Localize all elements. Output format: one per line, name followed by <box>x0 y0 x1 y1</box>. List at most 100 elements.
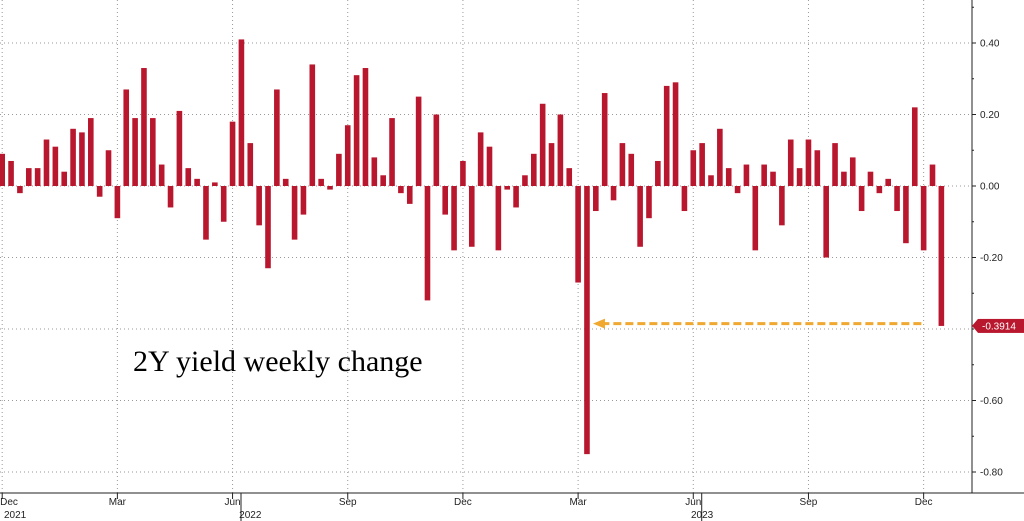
bar <box>229 121 236 186</box>
bar <box>531 153 537 186</box>
last-value-pointer <box>972 318 978 333</box>
bar <box>787 139 794 186</box>
bar <box>619 143 626 186</box>
bar <box>504 186 511 190</box>
chart-title: 2Y yield weekly change <box>133 345 423 378</box>
y-tick-label: 0.40 <box>980 39 1000 50</box>
bar <box>548 143 555 186</box>
bar <box>415 96 422 187</box>
bar <box>362 68 369 186</box>
x-tick-label: Dec <box>915 497 933 508</box>
bar <box>282 178 289 186</box>
bar <box>194 178 200 186</box>
bar <box>690 150 697 186</box>
bar <box>256 186 262 226</box>
bar <box>203 186 209 240</box>
bar <box>468 186 475 247</box>
axes <box>0 0 1024 494</box>
bar <box>398 186 404 194</box>
bar <box>105 150 112 186</box>
bar <box>300 186 307 215</box>
y-tick-label: 0.00 <box>980 182 1000 193</box>
bar <box>460 160 466 186</box>
bar <box>486 146 493 186</box>
bar <box>336 153 342 186</box>
bar <box>247 143 254 186</box>
bar <box>557 114 564 186</box>
bar <box>344 125 351 186</box>
bar <box>770 171 776 186</box>
x-tick-label: Dec <box>454 497 472 508</box>
bar <box>291 186 298 240</box>
bar <box>858 186 865 212</box>
bar <box>0 153 5 186</box>
last-value-label: -0.3914 <box>982 321 1016 332</box>
bar <box>150 118 156 186</box>
bar <box>274 89 280 186</box>
bar <box>761 164 767 186</box>
bar <box>805 139 812 186</box>
bar <box>406 186 413 204</box>
bar <box>734 186 741 194</box>
bar <box>929 164 936 186</box>
bar <box>513 186 519 208</box>
x-tick-label: Sep <box>800 497 818 508</box>
bar <box>8 160 14 186</box>
bar <box>353 75 360 186</box>
bar <box>681 186 688 212</box>
bar <box>566 168 573 187</box>
bar <box>539 103 546 186</box>
x-year-label: 2022 <box>239 510 262 521</box>
x-tick-label: Mar <box>569 497 587 508</box>
bar <box>708 175 714 186</box>
bar <box>451 186 457 251</box>
bar <box>920 186 927 251</box>
x-tick-label: Jun <box>224 497 240 508</box>
bar <box>752 186 759 251</box>
last-value-box <box>978 318 1024 333</box>
bar <box>123 89 130 186</box>
bar <box>646 186 652 219</box>
bar <box>655 160 661 186</box>
bar <box>841 171 847 186</box>
bar <box>796 168 803 187</box>
bar <box>628 153 635 186</box>
bar <box>88 118 94 186</box>
bar <box>371 157 378 186</box>
bar <box>823 186 829 258</box>
y-tick-label: -0.80 <box>980 468 1003 479</box>
x-tick-label: Dec <box>0 497 18 508</box>
bar <box>220 186 227 222</box>
annotations: -0.3914 <box>592 318 1024 333</box>
bar <box>522 175 528 186</box>
bar <box>584 186 590 455</box>
bar <box>717 128 723 186</box>
bar <box>663 85 670 186</box>
bar <box>477 132 484 187</box>
bar <box>141 68 147 186</box>
bar-series <box>0 39 945 455</box>
y-tick-label: -0.20 <box>980 253 1003 264</box>
bar <box>327 186 333 190</box>
bar <box>911 107 918 186</box>
bar <box>832 143 838 186</box>
bar <box>61 171 68 186</box>
x-tick-label: Sep <box>339 497 357 508</box>
bar <box>575 186 581 283</box>
bar <box>779 186 785 226</box>
bar <box>814 150 821 186</box>
bar <box>938 186 945 326</box>
bar <box>167 186 174 208</box>
bar <box>380 175 386 186</box>
bar <box>96 186 103 197</box>
y-tick-label: 0.20 <box>980 110 1000 121</box>
y-tick-label: -0.60 <box>980 396 1003 407</box>
bar <box>79 132 85 187</box>
x-year-label: 2023 <box>691 510 714 521</box>
bar <box>442 186 448 215</box>
bar <box>43 139 50 186</box>
bar <box>725 168 732 187</box>
bar <box>158 164 165 186</box>
x-year-label: 2021 <box>4 510 27 521</box>
